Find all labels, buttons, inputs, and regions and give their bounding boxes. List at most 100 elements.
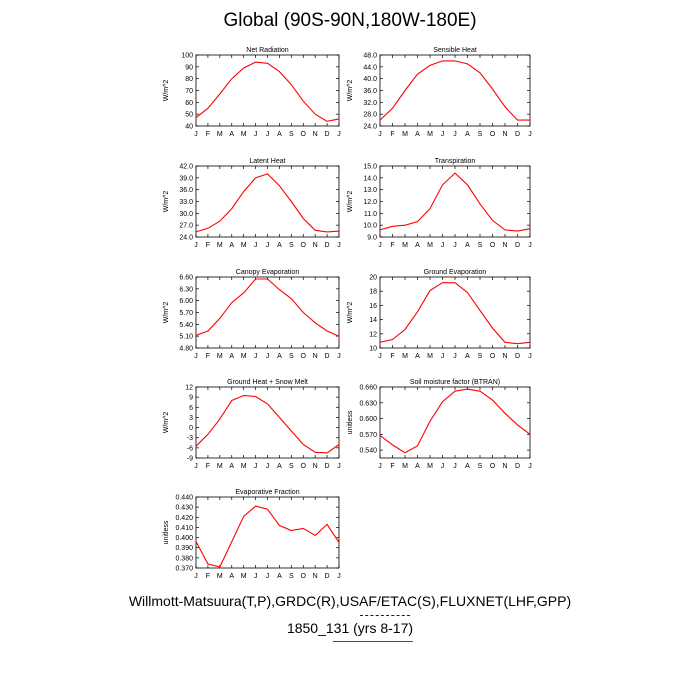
y-tick-label: 16: [369, 303, 377, 310]
data-series-line: [195, 278, 340, 337]
y-tick-label: 0.390: [175, 545, 193, 552]
x-tick-label: A: [277, 131, 282, 138]
y-tick-label: 5.40: [179, 322, 193, 329]
x-tick-label: M: [217, 573, 223, 580]
y-tick-label: 6: [189, 405, 193, 412]
y-tick-label: 44.0: [363, 64, 377, 71]
x-tick-label: A: [229, 131, 234, 138]
x-tick-label: A: [465, 242, 470, 249]
y-axis-label: unitless: [163, 520, 170, 544]
x-tick-label: O: [490, 242, 496, 249]
x-tick-label: J: [194, 573, 198, 580]
plot-frame: [379, 386, 531, 459]
x-tick-label: M: [427, 131, 433, 138]
y-tick-label: 0: [189, 425, 193, 432]
x-tick-label: J: [254, 353, 258, 360]
y-axis-label: W/m^2: [347, 191, 354, 213]
y-tick-label: 0.430: [175, 505, 193, 512]
y-tick-label: 6.00: [179, 298, 193, 305]
x-tick-label: S: [289, 131, 294, 138]
y-tick-label: 36.0: [363, 88, 377, 95]
y-tick-label: 50: [185, 112, 193, 119]
x-tick-label: D: [515, 463, 520, 470]
x-tick-label: S: [289, 353, 294, 360]
y-tick-label: 0.400: [175, 535, 193, 542]
x-tick-label: J: [453, 242, 457, 249]
panel-title: Net Radiation: [246, 47, 289, 54]
y-axis-label: unitless: [347, 410, 354, 434]
x-tick-label: J: [337, 131, 341, 138]
y-tick-label: 36.0: [179, 187, 193, 194]
x-tick-label: D: [325, 463, 330, 470]
x-tick-label: J: [266, 131, 270, 138]
data-series-line: [195, 173, 340, 233]
y-tick-label: 80: [185, 76, 193, 83]
y-tick-label: 70: [185, 88, 193, 95]
x-tick-label: O: [490, 131, 496, 138]
x-tick-label: J: [266, 573, 270, 580]
x-tick-label: A: [277, 573, 282, 580]
y-tick-label: 0.600: [359, 416, 377, 423]
y-tick-label: 12: [369, 331, 377, 338]
panel-title: Sensible Heat: [433, 47, 477, 54]
x-tick-label: J: [528, 242, 532, 249]
x-tick-label: A: [229, 242, 234, 249]
data-series-line: [379, 282, 531, 345]
plot-frame: [379, 54, 531, 127]
panel-title: Latent Heat: [249, 158, 285, 165]
x-tick-label: J: [378, 463, 382, 470]
x-tick-label: A: [415, 131, 420, 138]
y-tick-label: 13.0: [363, 187, 377, 194]
chart-panel: Sensible Heat 24.0 28.0 32.0 36.0 40.0 44.0 48.…: [347, 47, 532, 138]
x-tick-label: F: [206, 463, 210, 470]
y-tick-label: 24.0: [179, 235, 193, 242]
x-tick-label: J: [337, 573, 341, 580]
y-tick-label: 0.630: [359, 400, 377, 407]
x-tick-label: A: [229, 353, 234, 360]
x-tick-label: F: [206, 573, 210, 580]
x-tick-label: A: [415, 353, 420, 360]
panel-title: Canopy Evaporation: [236, 269, 300, 276]
data-series-line: [195, 394, 340, 454]
y-tick-label: 4.80: [179, 346, 193, 353]
y-tick-label: -3: [187, 435, 193, 442]
y-tick-label: 0.440: [175, 495, 193, 502]
x-tick-label: M: [217, 353, 223, 360]
x-tick-label: O: [490, 463, 496, 470]
x-tick-label: J: [378, 131, 382, 138]
y-tick-label: 14.0: [363, 175, 377, 182]
x-tick-label: A: [465, 131, 470, 138]
x-tick-label: O: [490, 353, 496, 360]
x-tick-label: J: [378, 242, 382, 249]
x-tick-label: D: [515, 242, 520, 249]
x-tick-label: A: [415, 463, 420, 470]
x-tick-label: J: [194, 131, 198, 138]
x-tick-label: A: [415, 242, 420, 249]
x-tick-label: N: [502, 242, 507, 249]
x-tick-label: D: [325, 242, 330, 249]
x-tick-label: M: [427, 353, 433, 360]
x-tick-label: J: [254, 463, 258, 470]
x-tick-label: F: [390, 242, 394, 249]
x-tick-label: J: [254, 131, 258, 138]
data-series-line: [195, 61, 340, 122]
x-tick-label: O: [301, 463, 307, 470]
y-tick-label: 0.370: [175, 566, 193, 573]
x-tick-label: M: [402, 242, 408, 249]
x-tick-label: J: [194, 463, 198, 470]
y-tick-label: 5.10: [179, 334, 193, 341]
x-tick-label: A: [465, 463, 470, 470]
x-tick-label: A: [277, 463, 282, 470]
y-tick-label: 10.0: [363, 223, 377, 230]
x-tick-label: A: [277, 353, 282, 360]
x-tick-label: J: [453, 353, 457, 360]
x-tick-label: D: [325, 131, 330, 138]
x-tick-label: N: [313, 463, 318, 470]
plot-frame: [195, 276, 340, 349]
y-tick-label: 60: [185, 100, 193, 107]
chart-panel: Evaporative Fraction 0.370 0.380 0.390 0.400…: [163, 489, 341, 580]
y-axis-label: W/m^2: [347, 80, 354, 102]
y-tick-label: 48.0: [363, 53, 377, 60]
x-tick-label: O: [301, 573, 307, 580]
